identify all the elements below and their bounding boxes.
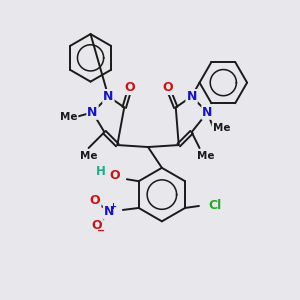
Text: O: O	[125, 81, 136, 94]
Text: H: H	[96, 165, 106, 178]
Text: Me: Me	[60, 112, 77, 122]
Text: N: N	[104, 206, 114, 218]
Text: Me: Me	[213, 123, 230, 133]
Text: O: O	[90, 194, 101, 206]
Text: −: −	[97, 226, 105, 236]
Text: Me: Me	[197, 151, 214, 161]
Text: +: +	[110, 202, 116, 211]
Text: N: N	[103, 90, 114, 103]
Text: O: O	[110, 169, 120, 182]
Text: O: O	[163, 81, 173, 94]
Text: Me: Me	[80, 151, 97, 161]
Text: N: N	[87, 106, 98, 119]
Text: Cl: Cl	[208, 200, 221, 212]
Text: N: N	[202, 106, 213, 119]
Text: N: N	[186, 90, 197, 103]
Text: O: O	[92, 219, 102, 232]
